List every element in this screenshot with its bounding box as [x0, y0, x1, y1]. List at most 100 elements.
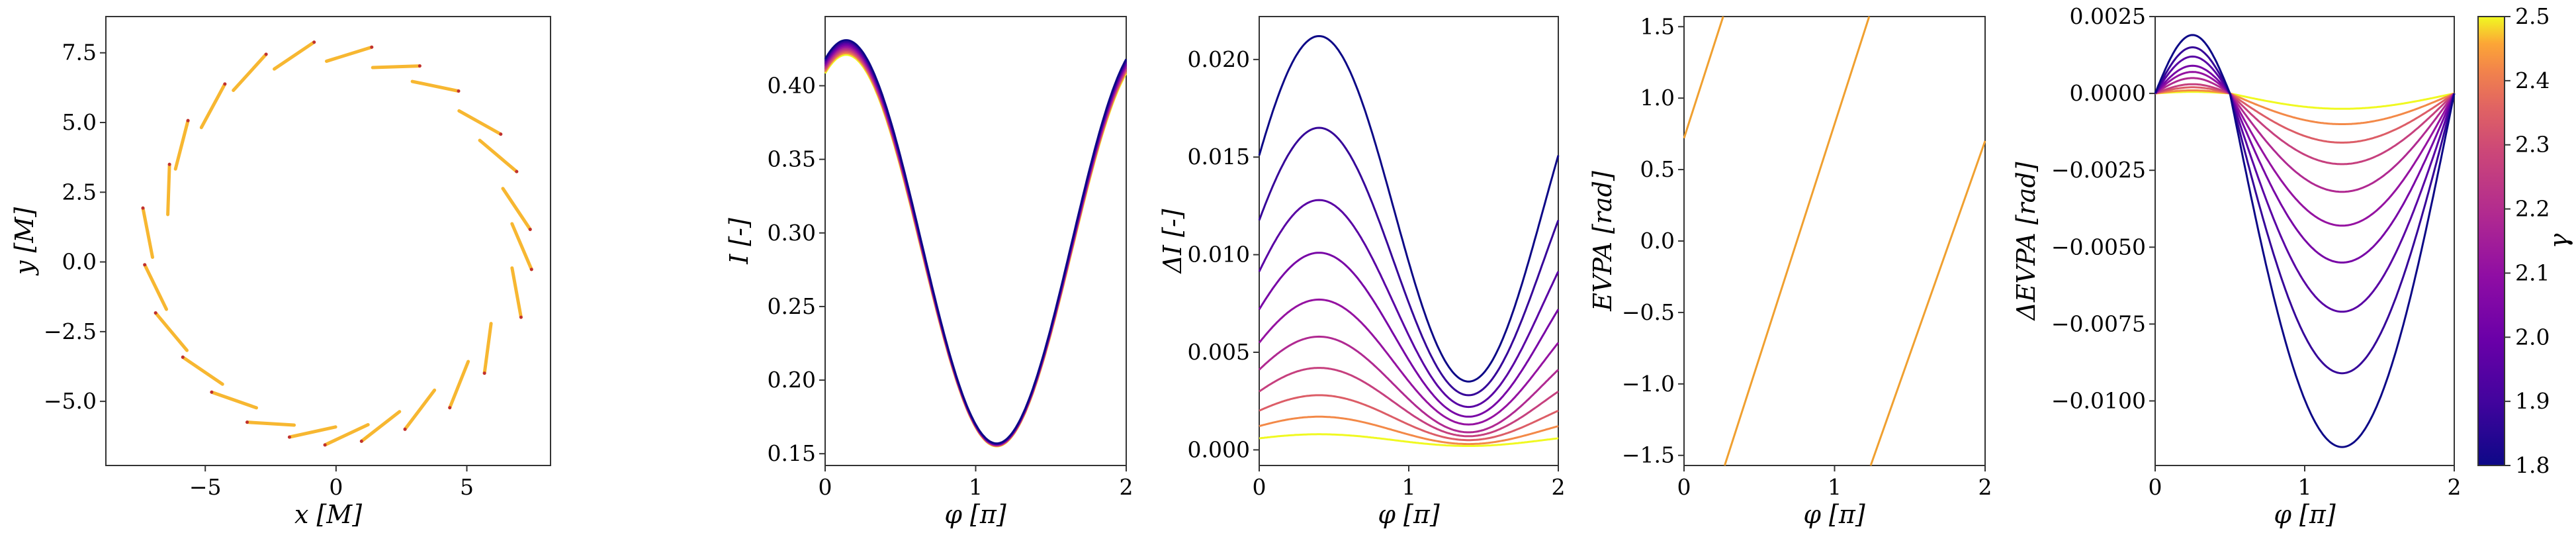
segment-endpoint: [210, 390, 214, 394]
segment-endpoint: [370, 45, 374, 49]
polarization-tick: [210, 390, 258, 410]
intensity-curve: [824, 40, 1128, 445]
segment-endpoint: [245, 420, 249, 424]
polarization-tick: [143, 263, 169, 311]
x-tick-label: 1: [1402, 474, 1416, 500]
y-tick-label: 1.5: [1640, 13, 1675, 39]
segment-endpoint: [181, 355, 185, 359]
polarization-tick: [173, 119, 190, 171]
colorbar-tick-label: 1.9: [2515, 388, 2550, 414]
panel5-ticks: 0 1 2 0.0025 0.0000 −0.0025 −0.0050 −0.0075 −0.0…: [2051, 3, 2462, 500]
colorbar: 1.8 1.9 2.0 2.1 2.2 2.3 2.4 2.5 γ: [2477, 3, 2573, 478]
delta-evpa-curve: [2154, 71, 2456, 227]
intensity-curve: [824, 44, 1128, 446]
panel1-marks: [141, 40, 533, 447]
delta-intensity-curve: [1258, 126, 1560, 397]
delta-intensity-curve: [1258, 199, 1560, 409]
panel3-marks: [1258, 34, 1560, 447]
x-tick-label: 2: [1978, 474, 1992, 500]
x-tick-label: 1: [1828, 474, 1842, 500]
y-tick-label: 0.000: [1188, 436, 1250, 462]
y-tick-label: −0.0025: [2051, 157, 2146, 183]
x-tick-label: 0: [819, 474, 832, 500]
delta-evpa-curve: [2154, 89, 2455, 125]
colorbar-tick-label: 1.8: [2515, 452, 2550, 478]
delta-intensity-curve: [1259, 394, 1559, 442]
delta-intensity-curve: [1259, 415, 1559, 446]
delta-evpa-curve: [2154, 46, 2456, 375]
y-tick-label: 7.5: [62, 40, 97, 66]
delta-intensity-curve: [1258, 252, 1560, 418]
y-tick-label: −0.0100: [2051, 387, 2146, 413]
panel1-ticks: −5 0 5 −5.0 −2.5 0.0 2.5 5.0 7.5: [44, 40, 474, 500]
segment-endpoint: [323, 443, 327, 447]
polarization-tick: [154, 311, 189, 352]
segment-endpoint: [141, 206, 145, 210]
polarization-tick: [510, 266, 523, 319]
segment-endpoint: [528, 227, 532, 231]
polarization-tick: [245, 420, 296, 427]
segment-endpoint: [403, 427, 407, 431]
intensity-curve: [824, 45, 1128, 446]
segment-endpoint: [499, 132, 503, 136]
panel3-xlabel: φ [π]: [1378, 500, 1439, 529]
delta-evpa-curve: [2154, 64, 2456, 264]
y-tick-label: 0.010: [1188, 242, 1250, 268]
segment-endpoint: [223, 82, 227, 86]
evpa-line: [1683, 16, 1724, 139]
segment-endpoint: [287, 435, 291, 439]
panel5-xlabel: φ [π]: [2274, 500, 2335, 529]
panel-delta-evpa: 0 1 2 0.0025 0.0000 −0.0025 −0.0050 −0.0075 −0.0…: [2012, 3, 2462, 529]
panel3-ticks: 0 1 2 0.000 0.005 0.010 0.015 0.020: [1188, 46, 1566, 500]
colorbar-tick-label: 2.5: [2515, 3, 2550, 29]
colorbar-label: γ: [2544, 233, 2573, 248]
y-tick-label: 0.20: [768, 367, 816, 393]
segment-endpoint: [186, 119, 190, 122]
panel1-ylabel: y [M]: [10, 207, 39, 276]
polarization-tick: [287, 425, 337, 439]
x-tick-label: 5: [460, 474, 474, 500]
y-tick-label: −1.0: [1622, 371, 1675, 397]
polarization-tick: [232, 52, 268, 92]
segment-endpoint: [448, 406, 452, 410]
colorbar-tick-label: 2.3: [2515, 132, 2550, 158]
polarization-tick: [501, 187, 532, 231]
delta-intensity-curve: [1258, 34, 1560, 383]
polarization-tick: [478, 138, 519, 173]
colorbar-tick-label: 2.1: [2515, 260, 2550, 285]
colorbar-tick-label: 2.2: [2515, 196, 2550, 222]
y-tick-label: −0.0050: [2051, 234, 2146, 260]
polarization-tick: [199, 82, 227, 130]
x-tick-label: −5: [189, 474, 222, 500]
intensity-curve: [824, 54, 1128, 448]
y-tick-label: −2.5: [44, 318, 97, 344]
x-tick-label: 2: [1552, 474, 1566, 500]
polarization-tick: [457, 109, 503, 136]
delta-evpa-curve: [2154, 91, 2455, 110]
segment-endpoint: [167, 162, 171, 166]
delta-intensity-curve: [1259, 433, 1559, 447]
polarization-tick: [482, 322, 493, 375]
y-tick-label: −0.0075: [2051, 311, 2146, 336]
y-tick-label: −5.0: [44, 388, 97, 414]
segment-endpoint: [457, 89, 461, 93]
segment-endpoint: [515, 170, 519, 173]
panel4-frame: [1683, 16, 1986, 466]
segment-endpoint: [519, 315, 523, 319]
delta-evpa-curve: [2154, 83, 2456, 166]
polarization-tick: [166, 162, 171, 217]
panel1-frame: [105, 16, 551, 466]
x-tick-label: 0: [1677, 474, 1691, 500]
panel4-ticks: 0 1 2 −1.5 −1.0 −0.5 0.0 0.5 1.0 1.5: [1622, 13, 1992, 500]
segment-endpoint: [418, 64, 422, 68]
panel2-frame: [824, 16, 1127, 466]
y-tick-label: 0.5: [1640, 156, 1675, 182]
intensity-curve: [824, 39, 1128, 445]
panel-evpa: 0 1 2 −1.5 −1.0 −0.5 0.0 0.5 1.0 1.5 φ [π] EVPA […: [1588, 13, 1992, 529]
segment-endpoint: [482, 371, 486, 375]
intensity-curve: [824, 52, 1128, 448]
polarization-tick: [181, 355, 224, 386]
intensity-curve: [824, 42, 1128, 446]
y-tick-label: 0.0000: [2070, 80, 2146, 106]
